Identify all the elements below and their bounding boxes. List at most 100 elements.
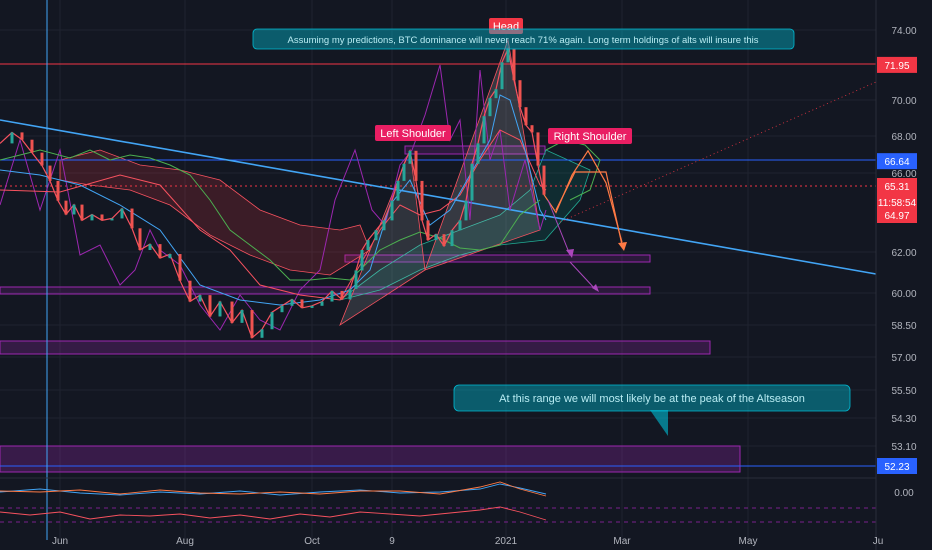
candle-35: [340, 290, 344, 300]
candle-38: [360, 250, 364, 271]
candle-55: [476, 143, 480, 164]
x-tick-label-7: Ju: [873, 536, 884, 547]
candle-34: [330, 290, 334, 302]
y-tick-label-6: 60.00: [891, 289, 916, 300]
candle-59: [500, 62, 504, 90]
zone-box-60: [0, 286, 651, 295]
price-badge-1: 66.64: [884, 157, 909, 168]
candle-62: [518, 80, 522, 108]
candle-63: [524, 107, 528, 126]
price-badge-4: 64.97: [884, 211, 909, 222]
zone-box-57: [0, 340, 711, 355]
candle-14: [130, 208, 134, 229]
x-tick-label-3: 9: [389, 536, 395, 547]
red-baseline: [0, 129, 547, 301]
candle-18: [168, 254, 172, 259]
candle-10: [90, 214, 94, 221]
price-axis: 74.0072.0070.0068.0066.0062.0060.0058.50…: [875, 0, 917, 550]
candle-5: [48, 165, 52, 181]
candle-65: [536, 132, 540, 166]
x-tick-label-1: Aug: [176, 536, 194, 547]
projection-secondary: [555, 171, 623, 246]
candle-44: [402, 163, 406, 181]
candle-39: [366, 240, 370, 251]
candle-29: [280, 305, 284, 313]
cloud-bull: [339, 149, 591, 301]
candle-33: [320, 301, 324, 306]
pattern-labels[interactable]: Head Left Shoulder Right Shoulder: [375, 18, 632, 144]
dotted-trendline: [559, 81, 877, 223]
candle-50: [442, 234, 446, 247]
down-arrow-2: [569, 261, 597, 291]
arrow-head-2: [592, 284, 599, 292]
arrow-head-3: [618, 242, 627, 251]
candle-64: [530, 125, 534, 133]
candle-26: [250, 310, 254, 338]
left-shoulder-label[interactable]: Left Shoulder: [380, 128, 446, 140]
indicator-value-label: 0.00: [894, 488, 914, 499]
y-tick-label-2: 70.00: [891, 96, 916, 107]
candles: [10, 48, 546, 338]
purple-indicator-line: [0, 64, 547, 331]
candle-9: [80, 204, 84, 221]
candle-25: [240, 310, 244, 323]
arrow-head-1: [566, 249, 574, 258]
zone-box-62: [344, 254, 651, 263]
candle-8: [72, 204, 76, 215]
x-tick-label-6: May: [739, 536, 758, 547]
y-tick-label-3: 68.00: [891, 132, 916, 143]
pattern-head: [424, 38, 541, 271]
candle-3: [30, 139, 34, 153]
descending-trendline: [0, 119, 877, 275]
candle-57: [488, 98, 492, 117]
bottom-note-text: At this range we will most likely be at …: [499, 393, 805, 405]
head-label[interactable]: Head: [493, 21, 519, 33]
top-note-callout[interactable]: Assuming my predictions, BTC dominance w…: [252, 28, 795, 50]
candle-53: [464, 200, 468, 221]
price-badges: 71.95 66.64 65.31 11:58:54 64.97 52.23: [877, 56, 917, 474]
x-tick-label-5: Mar: [613, 536, 631, 547]
candle-61: [512, 48, 516, 81]
price-badge-bg-5: [877, 458, 917, 474]
candle-32: [310, 305, 314, 308]
candle-56: [482, 116, 486, 144]
candle-11: [100, 214, 104, 221]
bottom-note-pointer: [650, 410, 668, 436]
candle-20: [188, 280, 192, 302]
candle-27: [260, 329, 264, 338]
y-tick-label-10: 54.30: [891, 414, 916, 425]
candle-30: [290, 299, 294, 306]
left-shoulder-label-bg: [375, 125, 451, 141]
bottom-note-callout[interactable]: At this range we will most likely be at …: [453, 384, 851, 436]
candle-51: [450, 230, 454, 247]
y-tick-label-9: 55.50: [891, 386, 916, 397]
candle-22: [208, 295, 212, 317]
candle-43: [396, 180, 400, 201]
x-tick-label-2: Oct: [304, 536, 320, 547]
candle-24: [230, 301, 234, 323]
price-badge-bg-0: [877, 56, 917, 73]
y-tick-label-11: 53.10: [891, 442, 916, 453]
candle-19: [178, 254, 182, 281]
candle-1: [10, 132, 14, 144]
candle-16: [148, 244, 152, 251]
y-tick-label-0: 74.00: [891, 26, 916, 37]
macd-blue: [0, 483, 547, 496]
candle-21: [198, 295, 202, 302]
top-note-text: Assuming my predictions, BTC dominance w…: [288, 35, 759, 46]
candle-40: [374, 230, 378, 241]
price-badge-bg-1: [877, 153, 917, 170]
down-arrow-1: [547, 199, 571, 256]
candle-6: [56, 180, 60, 201]
candle-36: [348, 288, 352, 300]
price-badge-2: 65.31: [884, 182, 909, 193]
right-shoulder-label[interactable]: Right Shoulder: [554, 131, 627, 143]
candle-17: [158, 244, 162, 259]
candle-58: [494, 89, 498, 99]
candle-23: [218, 301, 222, 317]
y-tick-label-4: 66.00: [891, 169, 916, 180]
x-tick-label-0: Jun: [52, 536, 68, 547]
y-tick-label-8: 57.00: [891, 353, 916, 364]
